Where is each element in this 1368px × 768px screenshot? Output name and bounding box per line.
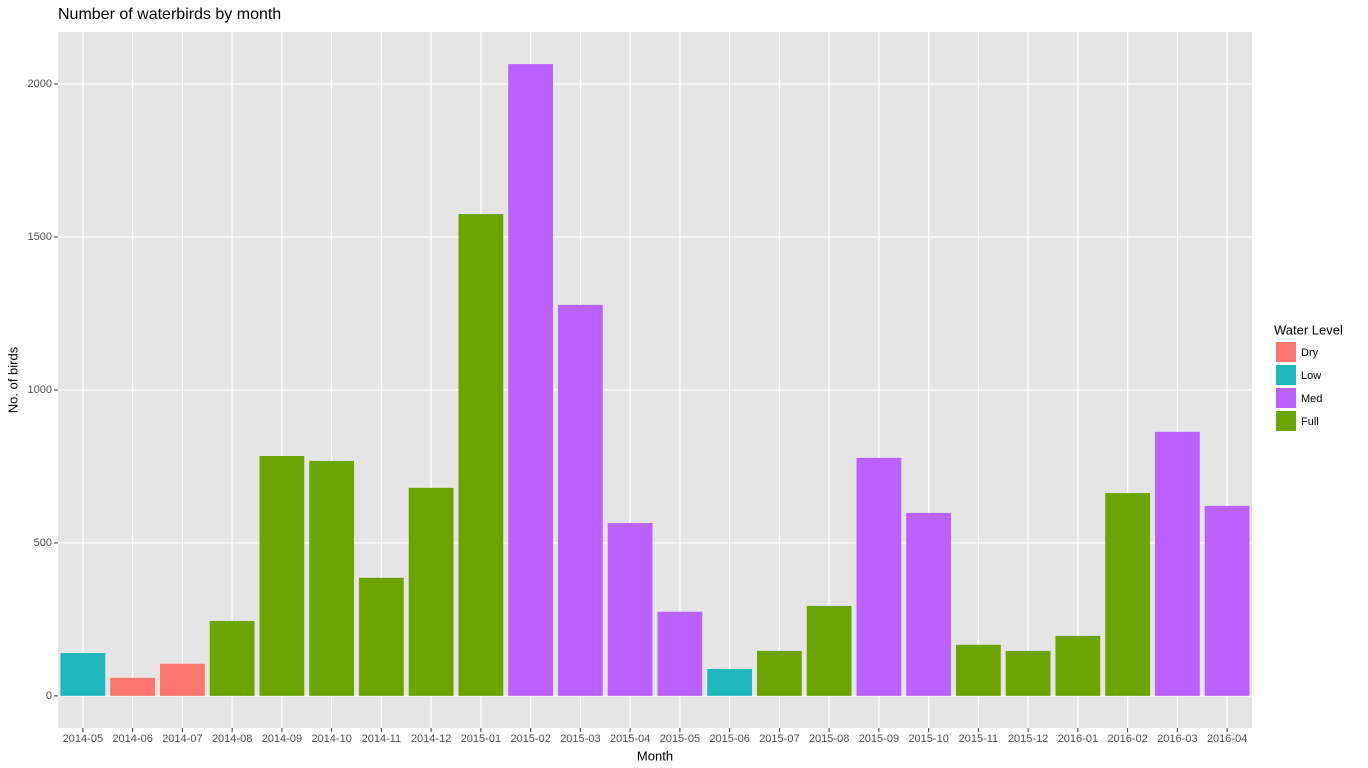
x-tick-label: 2014-09 <box>262 733 302 745</box>
bar <box>259 456 305 696</box>
y-axis-label: No. of birds <box>5 346 20 413</box>
bar <box>309 460 355 696</box>
bar <box>159 663 205 696</box>
bar <box>557 304 603 696</box>
legend-key <box>1276 388 1296 408</box>
bar <box>1154 431 1200 696</box>
y-tick-label: 1000 <box>28 384 52 396</box>
bar <box>408 487 454 696</box>
bar <box>906 512 952 696</box>
bar <box>756 650 802 696</box>
legend-label: Med <box>1301 393 1322 405</box>
bar <box>1055 635 1101 696</box>
x-tick-label: 2014-06 <box>112 733 152 745</box>
x-tick-label: 2014-08 <box>212 733 252 745</box>
y-tick-label: 0 <box>46 690 52 702</box>
legend-label: Low <box>1301 370 1321 382</box>
chart-title: Number of waterbirds by month <box>58 6 281 23</box>
x-tick-label: 2015-01 <box>461 733 501 745</box>
legend-label: Dry <box>1301 347 1319 359</box>
x-tick-label: 2015-09 <box>859 733 899 745</box>
x-axis-label: Month <box>637 748 673 763</box>
bar <box>110 677 156 696</box>
x-tick-label: 2016-03 <box>1157 733 1197 745</box>
x-tick-label: 2015-05 <box>660 733 700 745</box>
x-tick-label: 2014-07 <box>162 733 202 745</box>
x-tick-label: 2014-05 <box>63 733 103 745</box>
x-tick-label: 2015-04 <box>610 733 650 745</box>
bar <box>1204 505 1250 696</box>
x-tick-label: 2015-03 <box>560 733 600 745</box>
x-tick-label: 2014-11 <box>362 733 402 745</box>
x-tick-label: 2015-02 <box>510 733 550 745</box>
legend-key <box>1276 342 1296 362</box>
x-tick-label: 2015-08 <box>809 733 849 745</box>
y-tick-label: 500 <box>34 537 52 549</box>
x-tick-label: 2016-01 <box>1058 733 1098 745</box>
legend-key <box>1276 411 1296 431</box>
bar <box>209 620 255 696</box>
y-tick-label: 1500 <box>28 231 52 243</box>
x-tick-label: 2016-02 <box>1107 733 1147 745</box>
x-tick-label: 2016-04 <box>1207 733 1247 745</box>
x-tick-label: 2015-06 <box>709 733 749 745</box>
x-tick-label: 2014-12 <box>411 733 451 745</box>
bar <box>1005 650 1051 696</box>
x-tick-label: 2014-10 <box>311 733 351 745</box>
bar <box>508 64 554 696</box>
bar <box>60 653 106 696</box>
y-tick-label: 2000 <box>28 78 52 90</box>
bar <box>707 668 753 696</box>
bar <box>806 605 852 696</box>
bar <box>657 611 703 696</box>
bar <box>1105 493 1151 696</box>
legend-title: Water Level <box>1274 322 1343 337</box>
legend-label: Full <box>1301 416 1319 428</box>
x-tick-label: 2015-11 <box>959 733 999 745</box>
bar <box>955 644 1001 696</box>
panel <box>58 32 1252 728</box>
x-tick-label: 2015-07 <box>759 733 799 745</box>
bar <box>358 577 404 696</box>
x-tick-label: 2015-10 <box>908 733 948 745</box>
legend-key <box>1276 365 1296 385</box>
bar <box>607 523 653 696</box>
x-tick-label: 2015-12 <box>1008 733 1048 745</box>
bar <box>856 457 902 696</box>
bar <box>458 214 504 696</box>
